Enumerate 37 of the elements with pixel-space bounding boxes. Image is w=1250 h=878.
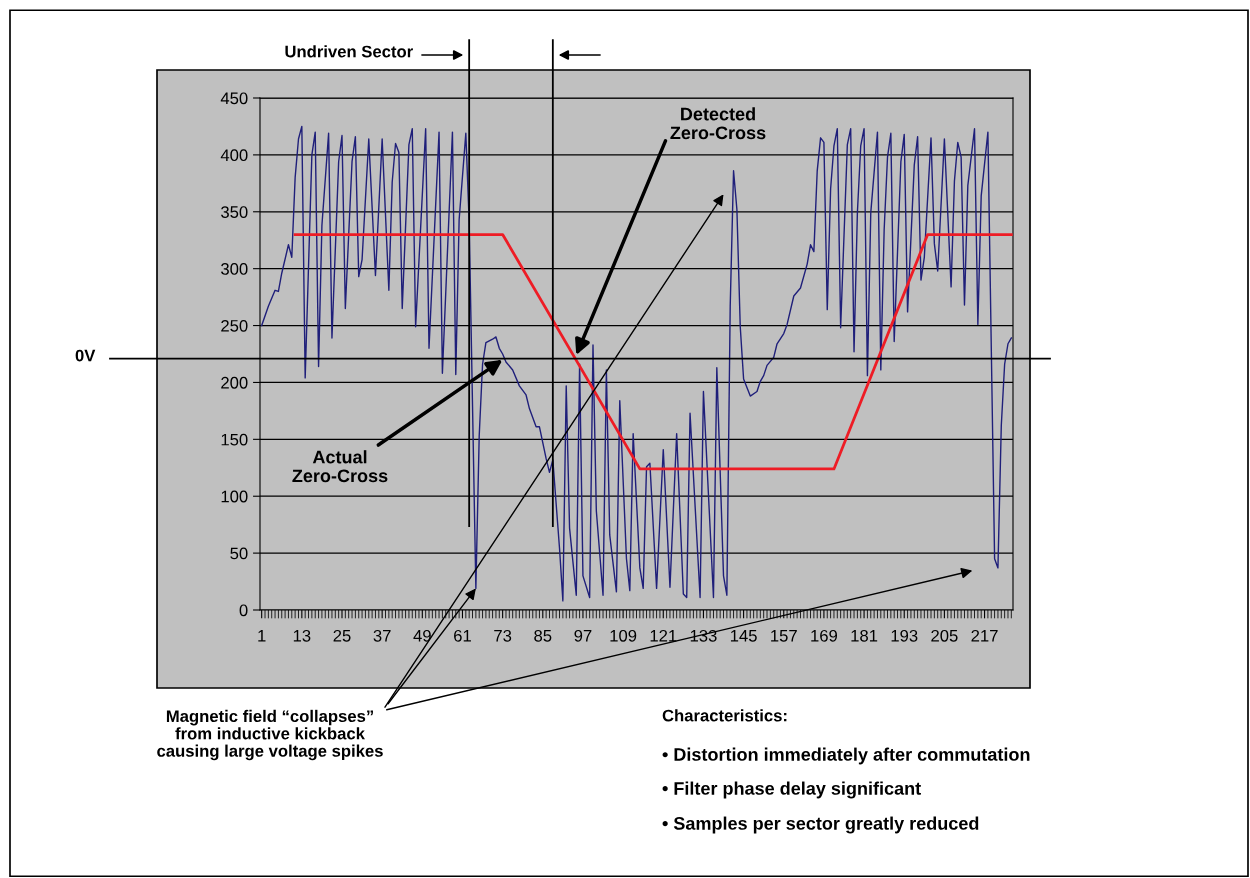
y-tick-label: 200 bbox=[221, 376, 248, 389]
annotation: Detected Zero-Cross bbox=[670, 107, 766, 140]
x-tick-label: 181 bbox=[851, 629, 878, 642]
x-tick-label: 157 bbox=[771, 630, 797, 642]
x-tick-label: 61 bbox=[454, 629, 471, 642]
annotation: Actual Zero-Cross bbox=[292, 450, 388, 483]
y-tick-label: 0 bbox=[239, 604, 248, 617]
x-tick-label: 193 bbox=[891, 629, 918, 642]
y-tick-label: 450 bbox=[220, 92, 248, 105]
text: • Filter phase delay significant bbox=[662, 781, 921, 799]
y-tick-label: 150 bbox=[221, 433, 248, 446]
y-tick-label: 300 bbox=[221, 263, 248, 275]
y-tick-label: 350 bbox=[221, 206, 248, 218]
y-tick-label: 250 bbox=[221, 319, 248, 332]
x-tick-label: 1 bbox=[258, 630, 266, 642]
y-tick-label: 400 bbox=[220, 149, 248, 162]
ref-line-label: Undriven Sector bbox=[285, 45, 413, 58]
x-tick-label: 121 bbox=[650, 629, 677, 642]
x-tick-label: 85 bbox=[534, 629, 552, 642]
x-tick-label: 25 bbox=[333, 629, 351, 642]
x-tick-label: 49 bbox=[413, 629, 431, 642]
x-tick-label: 73 bbox=[494, 629, 512, 642]
x-tick-label: 37 bbox=[373, 629, 391, 642]
annotation: Magnetic field “collapses” from inductive kickback causing large voltage spikes bbox=[157, 709, 383, 761]
x-tick-label: 97 bbox=[574, 629, 592, 642]
text: Characteristics: bbox=[662, 709, 787, 722]
x-tick-label: 13 bbox=[293, 629, 311, 642]
text: • Distortion immediately after commutation bbox=[662, 747, 1030, 765]
x-tick-label: 109 bbox=[610, 629, 637, 642]
x-tick-label: 169 bbox=[811, 629, 838, 642]
x-tick-label: 217 bbox=[971, 629, 998, 642]
y-tick-label: 100 bbox=[221, 490, 248, 503]
x-tick-label: 145 bbox=[730, 630, 757, 642]
ref-line-label: 0V bbox=[75, 349, 96, 362]
text: • Samples per sector greatly reduced bbox=[662, 816, 979, 834]
x-tick-label: 205 bbox=[931, 629, 958, 642]
y-tick-label: 50 bbox=[230, 547, 248, 560]
